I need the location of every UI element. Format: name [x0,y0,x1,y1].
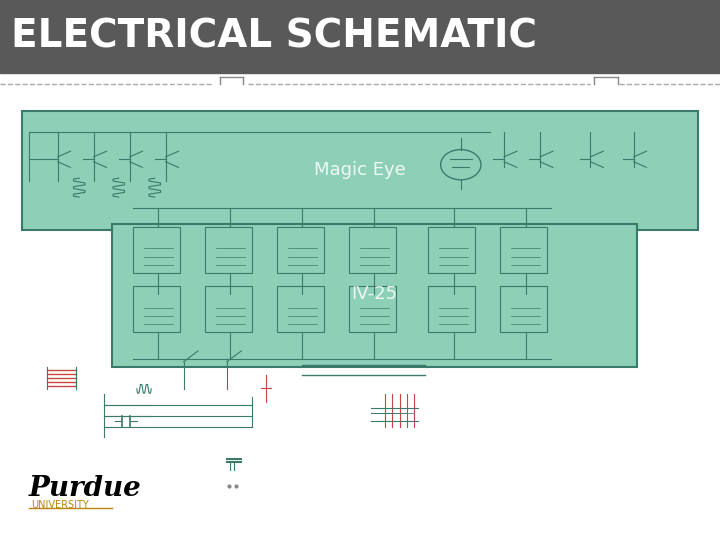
Bar [133,227,180,273]
Bar [349,227,396,273]
Bar [500,227,547,273]
Text: Purdue: Purdue [29,475,142,502]
Text: UNIVERSITY: UNIVERSITY [31,500,89,510]
Bar [349,286,396,332]
Bar [205,286,252,332]
Bar [277,227,324,273]
Bar [428,286,475,332]
Bar [277,286,324,332]
Bar [428,227,475,273]
Bar [112,224,637,367]
Bar [205,227,252,273]
Bar [500,286,547,332]
Bar [22,111,698,230]
Bar [133,286,180,332]
Text: Magic Eye: Magic Eye [314,161,406,179]
Bar [0,0,720,73]
Text: IV-25: IV-25 [351,285,397,303]
Text: ELECTRICAL SCHEMATIC: ELECTRICAL SCHEMATIC [11,18,537,56]
